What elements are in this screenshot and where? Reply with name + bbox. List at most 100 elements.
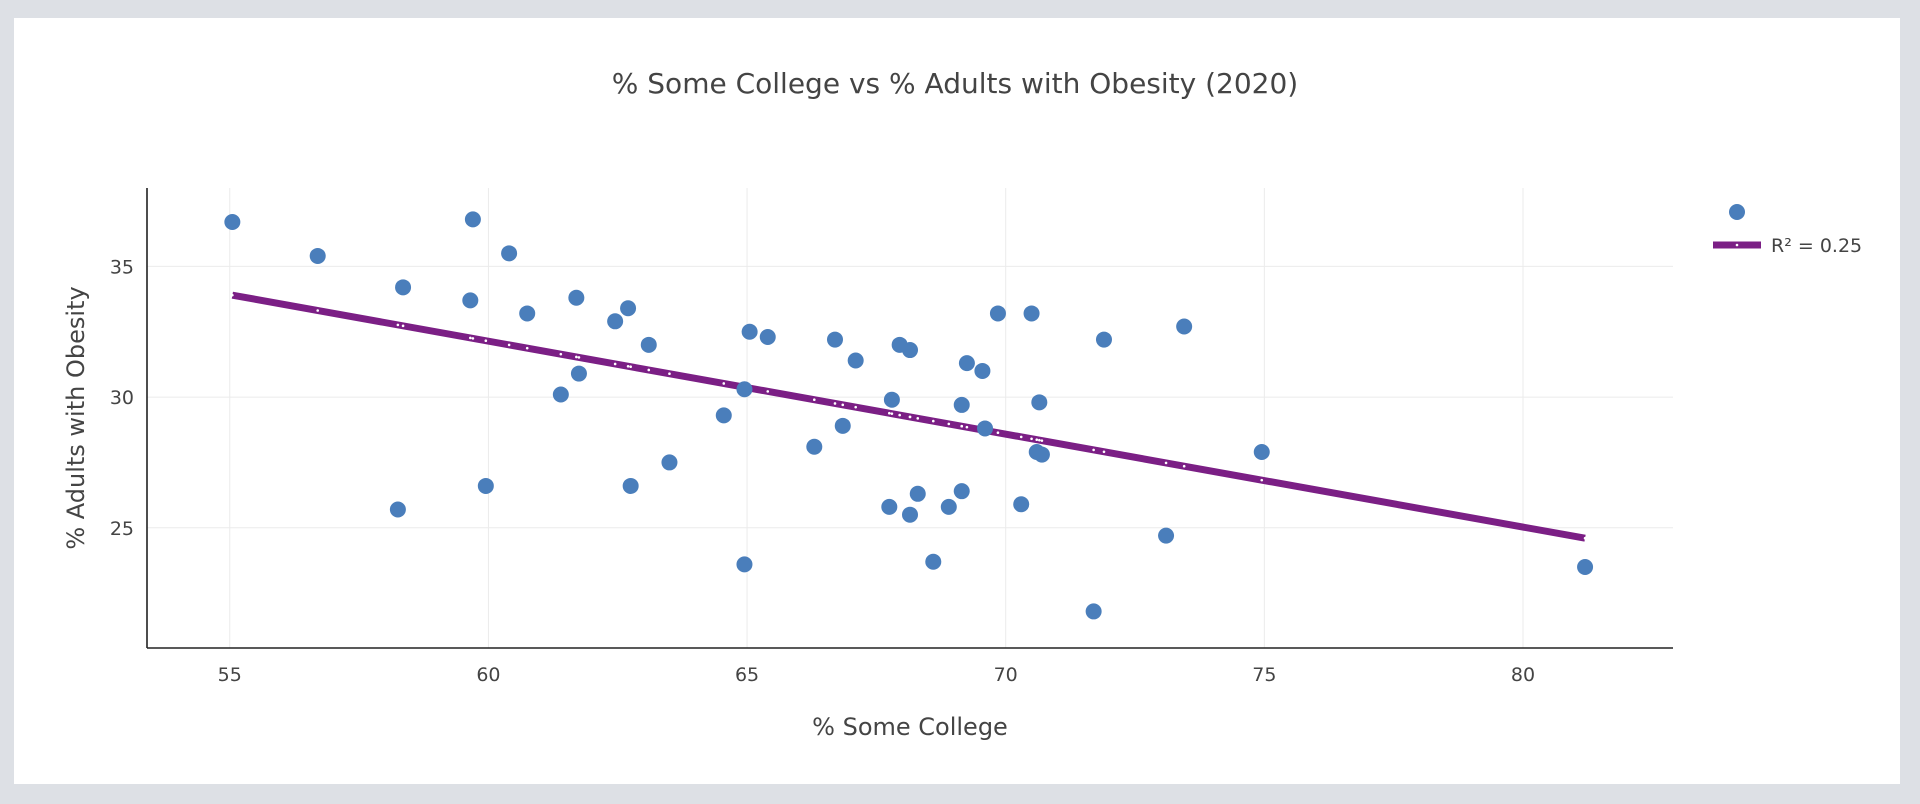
trendline-dot <box>722 382 726 385</box>
x-tick-label: 70 <box>994 664 1018 686</box>
trendline-dot <box>507 343 511 347</box>
data-point[interactable] <box>902 506 918 523</box>
legend-label-trendline: R² = 0.25 <box>1771 235 1862 257</box>
data-point[interactable] <box>806 438 823 455</box>
trendline <box>231 291 1586 542</box>
data-point[interactable] <box>736 556 753 573</box>
trendline-dot <box>1035 438 1039 441</box>
data-point[interactable] <box>953 483 970 500</box>
data-point[interactable] <box>640 336 657 353</box>
data-point[interactable] <box>940 498 957 515</box>
data-point[interactable] <box>1023 305 1040 322</box>
data-point[interactable] <box>501 245 518 262</box>
trendline-dot <box>965 425 969 429</box>
trendline-dot <box>575 355 578 359</box>
data-point[interactable] <box>620 300 637 317</box>
data-point[interactable] <box>1033 446 1050 463</box>
trendline-dot <box>469 336 472 340</box>
trendline-dot <box>471 337 475 340</box>
data-point[interactable] <box>477 477 494 494</box>
trendline-dot <box>668 372 671 376</box>
trendline-dot <box>1092 448 1095 452</box>
data-point[interactable] <box>974 362 991 379</box>
axes-layer <box>146 188 1673 649</box>
data-point[interactable] <box>881 498 898 515</box>
data-point[interactable] <box>1176 318 1193 335</box>
trendline-dot <box>1583 536 1587 540</box>
trendline-dot <box>577 356 581 359</box>
trendline-dot <box>854 405 857 409</box>
trendline-dot <box>1019 435 1023 439</box>
trendline-dot <box>316 309 320 312</box>
trendline-dot <box>931 419 935 423</box>
data-point[interactable] <box>759 328 776 345</box>
tick-labels-layer: 55 60 65 70 75 80 25 30 35 <box>110 256 1535 686</box>
data-point[interactable] <box>464 211 481 228</box>
trendline-dot <box>647 368 651 372</box>
data-point[interactable] <box>826 331 843 348</box>
data-point[interactable] <box>1253 443 1270 460</box>
data-point[interactable] <box>1085 603 1102 620</box>
scatter-chart: % Some College vs % Adults with Obesity … <box>62 67 1862 741</box>
x-tick-label: 55 <box>218 664 242 686</box>
data-point[interactable] <box>1095 331 1112 348</box>
trendline-dot <box>898 413 901 417</box>
data-point[interactable] <box>834 417 851 434</box>
data-point[interactable] <box>925 553 942 570</box>
data-point[interactable] <box>622 477 639 494</box>
y-tick-label: 25 <box>110 518 134 540</box>
data-point[interactable] <box>552 386 569 403</box>
trendline-dot <box>833 402 837 405</box>
y-tick-label: 35 <box>110 256 134 278</box>
data-point[interactable] <box>570 365 587 382</box>
trendline-dot <box>766 390 770 393</box>
data-point[interactable] <box>607 313 624 330</box>
points-layer <box>224 211 1594 620</box>
data-point[interactable] <box>953 396 970 413</box>
data-point[interactable] <box>902 342 918 359</box>
data-point[interactable] <box>977 420 994 437</box>
data-point[interactable] <box>568 289 585 306</box>
data-point[interactable] <box>309 247 326 264</box>
x-tick-label: 65 <box>735 664 759 686</box>
trendline-dot <box>1030 437 1033 441</box>
data-point[interactable] <box>989 305 1006 322</box>
data-point[interactable] <box>883 391 900 408</box>
trendline-dot <box>888 411 891 415</box>
data-point[interactable] <box>909 485 926 502</box>
legend-marker-points <box>1729 204 1745 220</box>
trendline-dot <box>231 293 234 297</box>
legend[interactable]: R² = 0.25 <box>1713 204 1862 257</box>
data-point[interactable] <box>741 323 758 340</box>
trendline-dot <box>1040 439 1044 442</box>
data-point[interactable] <box>462 292 479 309</box>
x-tick-label: 80 <box>1511 664 1535 686</box>
trendline-dot <box>841 403 845 407</box>
trendline-dot <box>559 352 563 356</box>
data-point[interactable] <box>736 381 753 398</box>
x-tick-label: 60 <box>476 664 500 686</box>
trendline-dot <box>484 339 488 343</box>
data-point[interactable] <box>715 407 732 424</box>
data-point[interactable] <box>1031 394 1048 411</box>
data-point[interactable] <box>847 352 864 369</box>
trendline-dot <box>908 415 912 419</box>
data-point[interactable] <box>519 305 536 322</box>
trendline-dot <box>1260 478 1264 482</box>
data-point[interactable] <box>1577 558 1594 575</box>
data-point[interactable] <box>958 355 975 372</box>
data-point[interactable] <box>224 213 241 230</box>
trendline-dot <box>626 364 630 368</box>
trendline-dot <box>960 424 964 428</box>
x-axis-title: % Some College <box>812 713 1008 741</box>
trendline-dot <box>525 346 529 350</box>
data-point[interactable] <box>661 454 678 471</box>
trendline-dot <box>996 431 1000 435</box>
trendline-dot <box>401 324 405 328</box>
chart-title: % Some College vs % Adults with Obesity … <box>612 67 1298 100</box>
grid-layer <box>147 188 1673 648</box>
data-point[interactable] <box>395 279 412 296</box>
data-point[interactable] <box>1013 496 1030 513</box>
data-point[interactable] <box>1158 527 1175 544</box>
data-point[interactable] <box>389 501 406 518</box>
